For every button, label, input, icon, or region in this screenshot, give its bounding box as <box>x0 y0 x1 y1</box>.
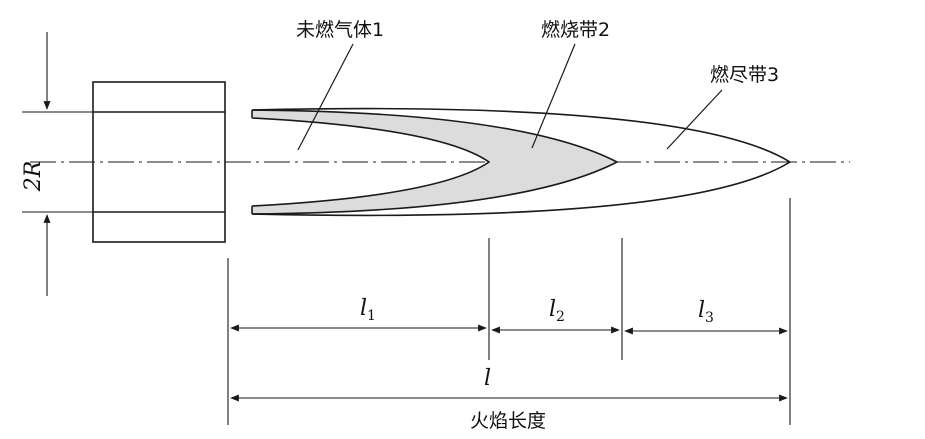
burning-band-boundary <box>251 109 619 215</box>
l3-label: l3 <box>698 298 714 326</box>
l2-label: l2 <box>549 297 565 325</box>
radius-dimension-label: 2R <box>21 161 46 193</box>
zone2-leader <box>531 43 576 149</box>
zone3-leader <box>666 89 723 150</box>
burnout-zone-boundary <box>251 107 792 217</box>
zone1-leader <box>297 43 354 151</box>
zone1-label: 未燃气体1 <box>296 19 384 41</box>
burner-nozzle <box>92 81 226 243</box>
burning-band-shape <box>252 110 617 214</box>
flame-length-label: 火焰长度 <box>470 410 546 432</box>
radius-dimension <box>22 32 93 296</box>
unburned-gas-boundary <box>251 117 491 207</box>
l1-label: l1 <box>360 296 376 324</box>
total-length-label: l <box>484 366 491 391</box>
zone2-label: 燃烧带2 <box>541 19 610 41</box>
zone3-label: 燃尽带3 <box>710 64 779 86</box>
